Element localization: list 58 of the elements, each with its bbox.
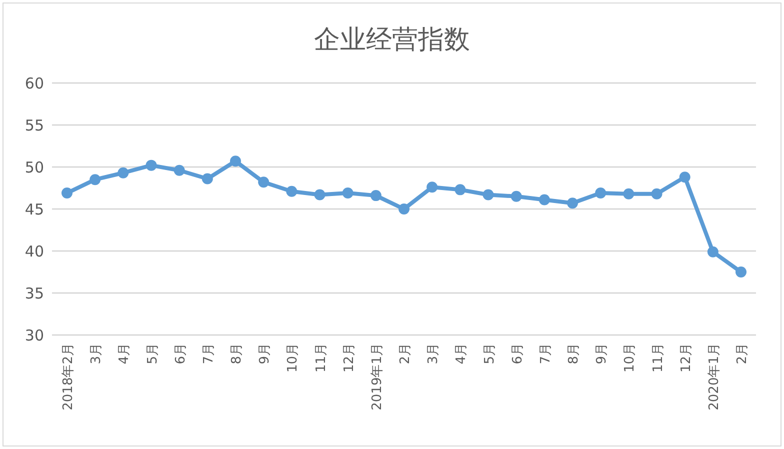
y-tick-label: 55 <box>24 116 44 134</box>
y-tick-label: 45 <box>24 200 44 218</box>
x-tick-label: 2月 <box>398 343 413 364</box>
x-tick-label: 12月 <box>678 343 694 373</box>
point <box>736 266 746 278</box>
x-tick-label: 3月 <box>426 343 442 364</box>
point <box>595 188 606 199</box>
point <box>314 189 326 200</box>
x-tick-label: 11月 <box>650 343 666 373</box>
x-tick-label: 2019年1月 <box>370 343 385 410</box>
point <box>286 186 298 197</box>
x-tick-label: 9月 <box>594 343 610 364</box>
x-tick-label: 5月 <box>145 343 160 364</box>
point <box>174 164 185 176</box>
y-tick-label: 40 <box>24 242 44 260</box>
y-tick-label: 60 <box>24 74 44 92</box>
x-tick-label: 4月 <box>117 343 132 364</box>
point <box>90 174 101 186</box>
y-tick-label: 50 <box>24 158 44 176</box>
point <box>426 182 438 193</box>
point <box>623 188 634 200</box>
point <box>146 160 157 171</box>
point <box>538 194 550 206</box>
x-tick-label: 8月 <box>566 343 582 364</box>
x-tick-label: 10月 <box>286 343 301 373</box>
x-tick-label: 2018年2月 <box>61 343 76 410</box>
x-tick-label: 2月 <box>735 343 750 364</box>
x-tick-label: 10月 <box>622 343 638 373</box>
x-tick-label: 7月 <box>538 343 554 364</box>
x-tick-label: 2020年1月 <box>706 343 722 410</box>
y-tick-label: 30 <box>24 326 44 344</box>
point <box>567 198 578 209</box>
chart-title: 企业经营指数 <box>314 25 470 55</box>
point <box>707 246 718 258</box>
point <box>679 172 690 183</box>
point <box>651 188 662 200</box>
point <box>202 173 213 184</box>
x-tick-label: 11月 <box>314 343 329 373</box>
point <box>482 189 494 200</box>
x-tick-label: 12月 <box>342 343 357 373</box>
point <box>510 190 522 202</box>
point <box>342 188 354 199</box>
x-tick-label: 8月 <box>230 343 244 364</box>
point <box>258 176 270 188</box>
x-tick-label: 6月 <box>173 343 188 364</box>
y-tick-label: 35 <box>24 284 44 302</box>
point <box>62 188 72 199</box>
x-tick-label: 9月 <box>258 343 273 364</box>
point <box>398 204 410 214</box>
x-tick-label: 7月 <box>201 343 216 364</box>
x-tick-label: 6月 <box>510 343 526 364</box>
point <box>370 190 382 202</box>
point <box>230 156 241 167</box>
point <box>118 167 129 178</box>
x-tick-label: 3月 <box>89 343 104 364</box>
point <box>454 184 466 196</box>
x-tick-label: 4月 <box>454 343 470 364</box>
x-tick-label: 5月 <box>482 343 498 364</box>
